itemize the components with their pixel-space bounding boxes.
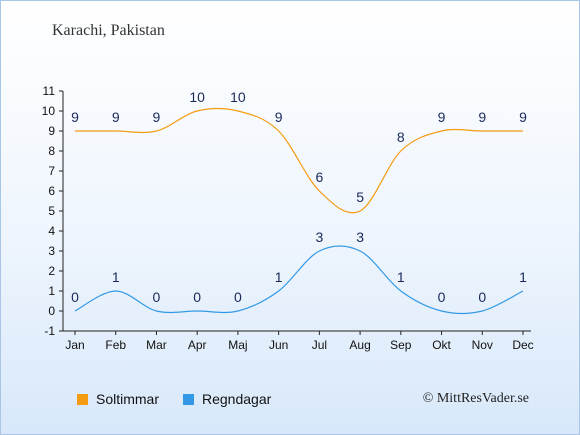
data-label-sunshine: 6	[315, 169, 323, 185]
x-tick-label: Okt	[432, 338, 451, 352]
data-label-sunshine: 9	[71, 109, 79, 125]
data-label-sunshine: 8	[397, 129, 405, 145]
data-label-rain: 0	[193, 289, 201, 305]
series-line-sunshine	[75, 107, 523, 214]
data-label-sunshine: 9	[153, 109, 161, 125]
legend-item-sunshine: Soltimmar	[77, 391, 159, 407]
data-label-rain: 1	[112, 269, 120, 285]
data-label-rain: 3	[315, 229, 323, 245]
y-tick-label: 2	[48, 264, 55, 278]
data-label-rain: 0	[153, 289, 161, 305]
data-label-rain: 0	[71, 289, 79, 305]
y-tick-label: 3	[48, 244, 55, 258]
x-tick-label: Maj	[228, 338, 247, 352]
chart-series	[74, 107, 524, 315]
data-label-sunshine: 9	[275, 109, 283, 125]
y-tick-label: -1	[44, 324, 55, 338]
data-label-rain: 0	[234, 289, 242, 305]
site-credit: © MittResVader.se	[422, 391, 529, 406]
series-line-rain	[74, 245, 524, 315]
y-tick-label: 7	[48, 164, 55, 178]
y-tick-label: 6	[48, 184, 55, 198]
legend-swatch-rain	[183, 393, 194, 405]
y-tick-label: 8	[48, 144, 55, 158]
y-tick-label: 11	[43, 84, 56, 98]
location-title: Karachi, Pakistan	[52, 22, 165, 39]
data-label-sunshine: 5	[356, 189, 364, 205]
data-label-rain: 0	[478, 289, 486, 305]
data-label-sunshine: 9	[478, 109, 486, 125]
x-tick-label: Feb	[105, 338, 126, 352]
x-tick-label: Jun	[269, 338, 288, 352]
data-label-sunshine: 10	[230, 89, 246, 105]
x-tick-label: Jul	[312, 338, 327, 352]
data-label-sunshine: 9	[112, 109, 120, 125]
y-tick-label: 5	[48, 204, 55, 218]
data-label-rain: 1	[519, 269, 527, 285]
data-label-rain: 3	[356, 229, 364, 245]
x-tick-label: Aug	[349, 338, 370, 352]
x-tick-label: Dec	[512, 338, 533, 352]
y-tick-label: 9	[48, 124, 55, 138]
y-tick-label: 10	[42, 104, 56, 118]
y-tick-label: 4	[48, 224, 55, 238]
data-label-sunshine: 10	[189, 89, 205, 105]
legend-label-sunshine: Soltimmar	[96, 391, 160, 407]
data-label-sunshine: 9	[438, 109, 446, 125]
x-tick-label: Mar	[146, 338, 167, 352]
x-tick-label: Apr	[188, 338, 207, 352]
y-tick-label: 0	[48, 304, 55, 318]
legend-swatch-sunshine	[77, 393, 88, 405]
legend-label-rain: Regndagar	[202, 391, 272, 407]
data-label-sunshine: 9	[519, 109, 527, 125]
x-tick-label: Jan	[65, 338, 84, 352]
data-label-rain: 1	[397, 269, 405, 285]
x-tick-label: Sep	[390, 338, 412, 352]
y-tick-label: 1	[48, 284, 55, 298]
data-label-rain: 0	[438, 289, 446, 305]
data-label-rain: 1	[275, 269, 283, 285]
legend-item-rain: Regndagar	[183, 391, 271, 407]
x-tick-label: Nov	[472, 338, 493, 352]
